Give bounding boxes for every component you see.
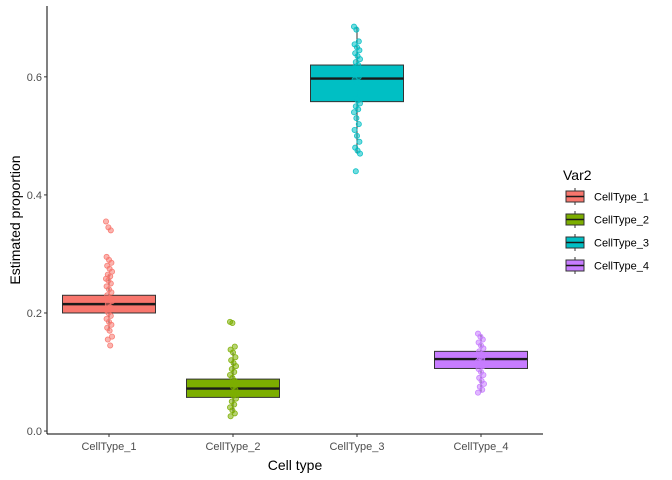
legend-item-celltype-2: CellType_2 [565, 211, 649, 228]
data-point [108, 289, 115, 296]
legend-item-celltype-3: CellType_3 [565, 234, 649, 251]
data-point [350, 109, 357, 116]
legend-label: CellType_1 [594, 192, 649, 204]
y-tick-label: 0.4 [27, 190, 42, 202]
data-point [479, 363, 486, 370]
data-point [109, 298, 116, 305]
data-point [355, 106, 362, 113]
data-point [353, 67, 360, 74]
data-point [480, 345, 487, 352]
legend-label: CellType_2 [594, 215, 649, 227]
data-point [231, 401, 238, 408]
data-point [356, 47, 363, 54]
data-point [355, 38, 362, 45]
data-point [356, 150, 363, 157]
data-point [355, 73, 362, 80]
box-group-celltype-2 [186, 318, 280, 420]
x-tick-label: CellType_3 [329, 441, 384, 453]
data-point [353, 79, 360, 86]
box-group-celltype-4 [434, 330, 528, 396]
data-point [479, 336, 486, 343]
legend-item-celltype-1: CellType_1 [565, 188, 649, 205]
data-point [231, 377, 238, 384]
data-point [108, 321, 115, 328]
data-point [103, 218, 110, 225]
data-point [353, 115, 360, 122]
data-point [480, 371, 487, 378]
data-point [356, 138, 363, 145]
legend-label: CellType_4 [594, 261, 649, 273]
data-point [231, 343, 238, 350]
data-point [107, 342, 114, 349]
legend-label: CellType_3 [594, 238, 649, 250]
data-point [356, 100, 363, 107]
data-point [106, 327, 113, 334]
data-point [355, 62, 362, 69]
x-tick-label: CellType_2 [205, 441, 260, 453]
x-tick-label: CellType_4 [453, 441, 508, 453]
data-point [229, 320, 236, 327]
data-point [227, 413, 234, 420]
data-point [229, 349, 236, 356]
data-point [474, 389, 481, 396]
data-point [108, 259, 115, 266]
data-point [355, 121, 362, 128]
y-tick-label: 0.0 [27, 426, 42, 438]
data-point [351, 126, 358, 133]
box-group-celltype-3 [310, 23, 404, 175]
data-point [352, 91, 359, 98]
data-point [231, 369, 238, 376]
data-point [356, 56, 363, 63]
data-point [232, 354, 239, 361]
axes [46, 6, 543, 435]
y-axis-title: Estimated proportion [7, 155, 23, 284]
legend: Var2 CellType_1 CellType_2 CellType_3 CellT… [563, 167, 649, 274]
data-point [231, 410, 238, 417]
x-tick-label: CellType_1 [81, 441, 136, 453]
data-point [353, 132, 360, 139]
data-point [104, 336, 111, 343]
data-point [352, 168, 359, 175]
data-point [232, 395, 239, 402]
y-axis-ticks: 0.0 0.2 0.4 0.6 [27, 72, 47, 438]
legend-item-celltype-4: CellType_4 [565, 257, 649, 274]
data-point [353, 26, 360, 33]
data-point [107, 312, 114, 319]
box-group-celltype-1 [62, 218, 156, 349]
y-tick-label: 0.2 [27, 308, 42, 320]
data-point [232, 363, 239, 370]
data-point [107, 227, 114, 234]
data-point [480, 380, 487, 387]
plot-area [62, 23, 528, 420]
data-point [107, 304, 114, 311]
data-point [479, 386, 486, 393]
x-axis-ticks: CellType_1 CellType_2 CellType_3 CellType_4 [81, 434, 509, 453]
data-point [356, 85, 363, 92]
x-axis-title: Cell type [268, 457, 323, 473]
data-point [109, 333, 116, 340]
data-point [232, 386, 239, 393]
y-tick-label: 0.6 [27, 72, 42, 84]
data-point [107, 280, 114, 287]
legend-title: Var2 [563, 167, 592, 183]
